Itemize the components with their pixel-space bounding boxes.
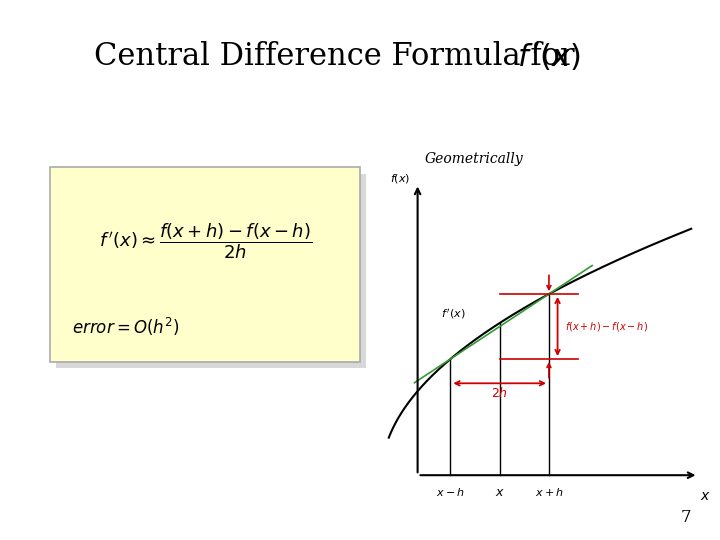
Text: $x+h$: $x+h$ [534, 486, 563, 498]
Text: $f(x+h)-f(x-h)$: $f(x+h)-f(x-h)$ [564, 320, 648, 333]
Text: $f\,'(x) \approx \dfrac{f(x+h)-f(x-h)}{2h}$: $f\,'(x) \approx \dfrac{f(x+h)-f(x-h)}{2… [99, 221, 312, 261]
Text: $x$: $x$ [701, 489, 711, 503]
Text: $f\,'(x)$: $f\,'(x)$ [517, 40, 581, 73]
Bar [50, 167, 360, 362]
Text: $2h$: $2h$ [491, 386, 508, 400]
Text: $x$: $x$ [495, 486, 505, 499]
Text: Central Difference Formula for: Central Difference Formula for [94, 41, 594, 72]
Text: 7: 7 [680, 510, 691, 526]
Text: $f\,'(x)$: $f\,'(x)$ [441, 307, 465, 321]
Text: $error = O(h^2)$: $error = O(h^2)$ [72, 316, 180, 338]
Text: $f(x)$: $f(x)$ [390, 172, 410, 185]
Text: $x-h$: $x-h$ [436, 486, 465, 498]
Bar [56, 174, 366, 368]
Text: Geometrically: Geometrically [425, 152, 523, 166]
